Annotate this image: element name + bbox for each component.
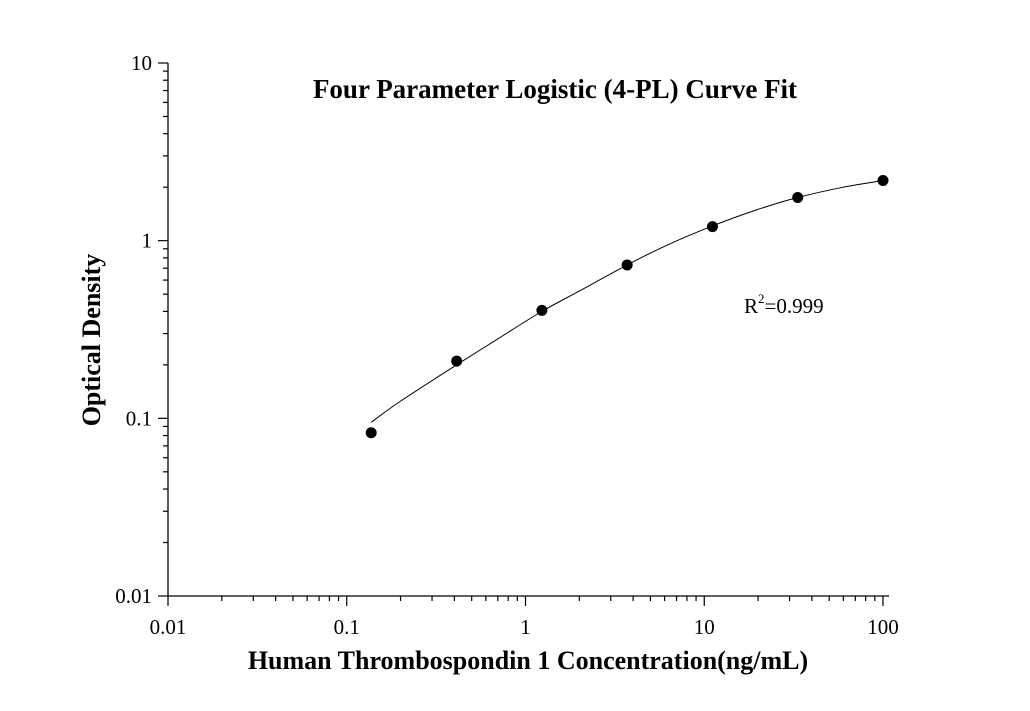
r-squared-base: R	[744, 294, 758, 318]
y-tick-label: 10	[131, 51, 152, 75]
data-point	[536, 304, 548, 316]
x-axis-ticks: 0.01 0.1 1 10 100	[150, 596, 899, 639]
r-squared-superscript: 2	[758, 291, 765, 306]
y-tick-label: 1	[142, 229, 153, 253]
y-tick-label: 0.01	[115, 584, 152, 608]
x-tick-label: 0.1	[334, 615, 360, 639]
r-squared-value: =0.999	[765, 294, 824, 318]
x-tick-label: 10	[694, 615, 715, 639]
data-points	[365, 175, 889, 439]
chart-title: Four Parameter Logistic (4-PL) Curve Fit	[313, 74, 797, 104]
data-point	[621, 259, 633, 271]
x-axis-title: Human Thrombospondin 1 Concentration(ng/…	[248, 646, 808, 675]
data-point	[365, 427, 377, 439]
data-point	[877, 175, 889, 187]
x-tick-label: 100	[867, 615, 899, 639]
y-axis-title: Optical Density	[77, 254, 106, 427]
x-tick-label: 1	[520, 615, 531, 639]
data-point	[451, 355, 463, 367]
data-point	[792, 191, 804, 203]
y-tick-label: 0.1	[126, 406, 152, 430]
r-squared-annotation: R2=0.999	[744, 291, 824, 318]
x-tick-label: 0.01	[150, 615, 187, 639]
data-point	[706, 221, 718, 233]
axes	[167, 63, 889, 597]
y-axis-ticks: 0.01 0.1 1 10	[115, 51, 168, 608]
